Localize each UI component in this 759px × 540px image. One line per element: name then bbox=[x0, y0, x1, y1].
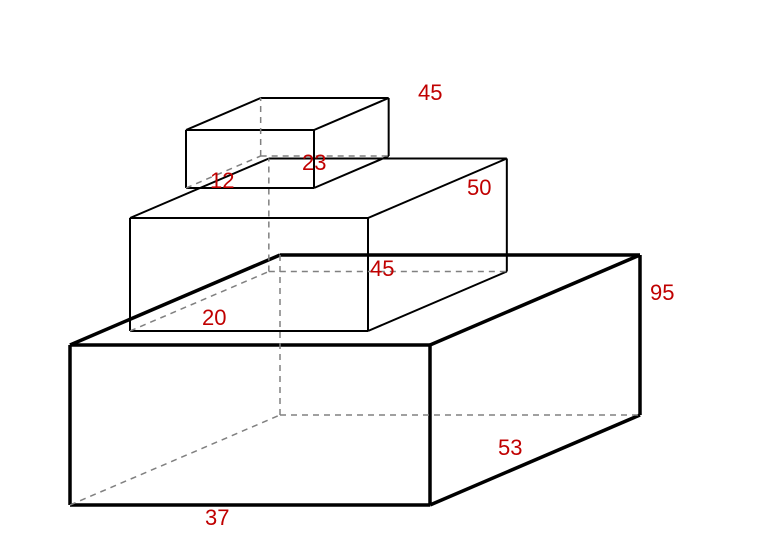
bottom-depth-br bbox=[430, 415, 640, 505]
stacked-boxes-diagram: 37 53 95 20 45 50 12 23 45 bbox=[0, 0, 759, 540]
dim-middle-height: 50 bbox=[467, 175, 491, 200]
dim-top-width: 12 bbox=[210, 168, 234, 193]
bottom-depth-tr bbox=[430, 255, 640, 345]
bottom-depth-bl bbox=[70, 415, 280, 505]
top-depth-tr bbox=[314, 98, 389, 130]
top-depth-tl bbox=[186, 98, 261, 130]
dim-middle-depth: 45 bbox=[370, 256, 394, 281]
dim-top-height: 45 bbox=[418, 80, 442, 105]
dim-bottom-depth: 53 bbox=[498, 435, 522, 460]
dim-bottom-height: 95 bbox=[650, 280, 674, 305]
dim-middle-width: 20 bbox=[202, 305, 226, 330]
dim-bottom-width: 37 bbox=[205, 505, 229, 530]
middle-depth-bl bbox=[130, 272, 269, 332]
dim-top-depth: 23 bbox=[302, 150, 326, 175]
